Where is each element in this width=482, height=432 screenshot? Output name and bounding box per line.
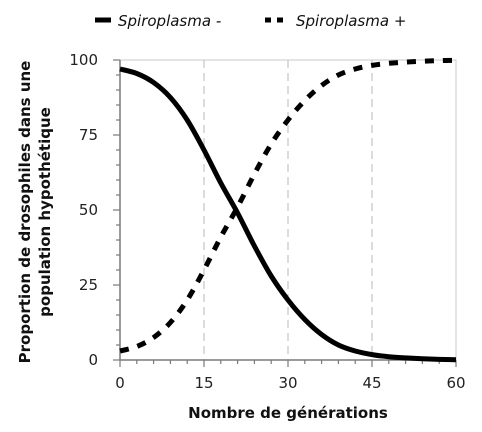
x-tick-label-0: 0: [115, 374, 125, 392]
x-axis-title: Nombre de générations: [188, 404, 388, 422]
y-tick-labels: 0 25 50 75 100: [69, 51, 98, 369]
legend: Spiroplasma - Spiroplasma +: [95, 12, 406, 30]
legend-label-series-2: Spiroplasma +: [296, 12, 406, 30]
y-tick-label-25: 25: [79, 276, 98, 294]
x-tick-labels: 0 15 30 45 60: [115, 374, 465, 392]
y-tick-label-100: 100: [69, 51, 98, 69]
legend-label-series-1: Spiroplasma -: [118, 12, 221, 30]
x-tick-label-45: 45: [362, 374, 381, 392]
y-axis-title-line-1: Proportion de drosophiles dans une: [16, 61, 34, 364]
axis-ticks: [113, 59, 457, 367]
series-line-1: [119, 66, 457, 363]
y-tick-label-0: 0: [88, 351, 98, 369]
series-line-2: [119, 57, 457, 354]
x-tick-label-60: 60: [446, 374, 465, 392]
y-tick-label-75: 75: [79, 126, 98, 144]
x-tick-label-30: 30: [278, 374, 297, 392]
y-tick-label-50: 50: [79, 201, 98, 219]
x-tick-label-15: 15: [194, 374, 213, 392]
series-lines: [119, 57, 457, 363]
y-axis-title-line-2: population hypothétique: [36, 107, 54, 317]
grid-lines: [203, 60, 373, 360]
